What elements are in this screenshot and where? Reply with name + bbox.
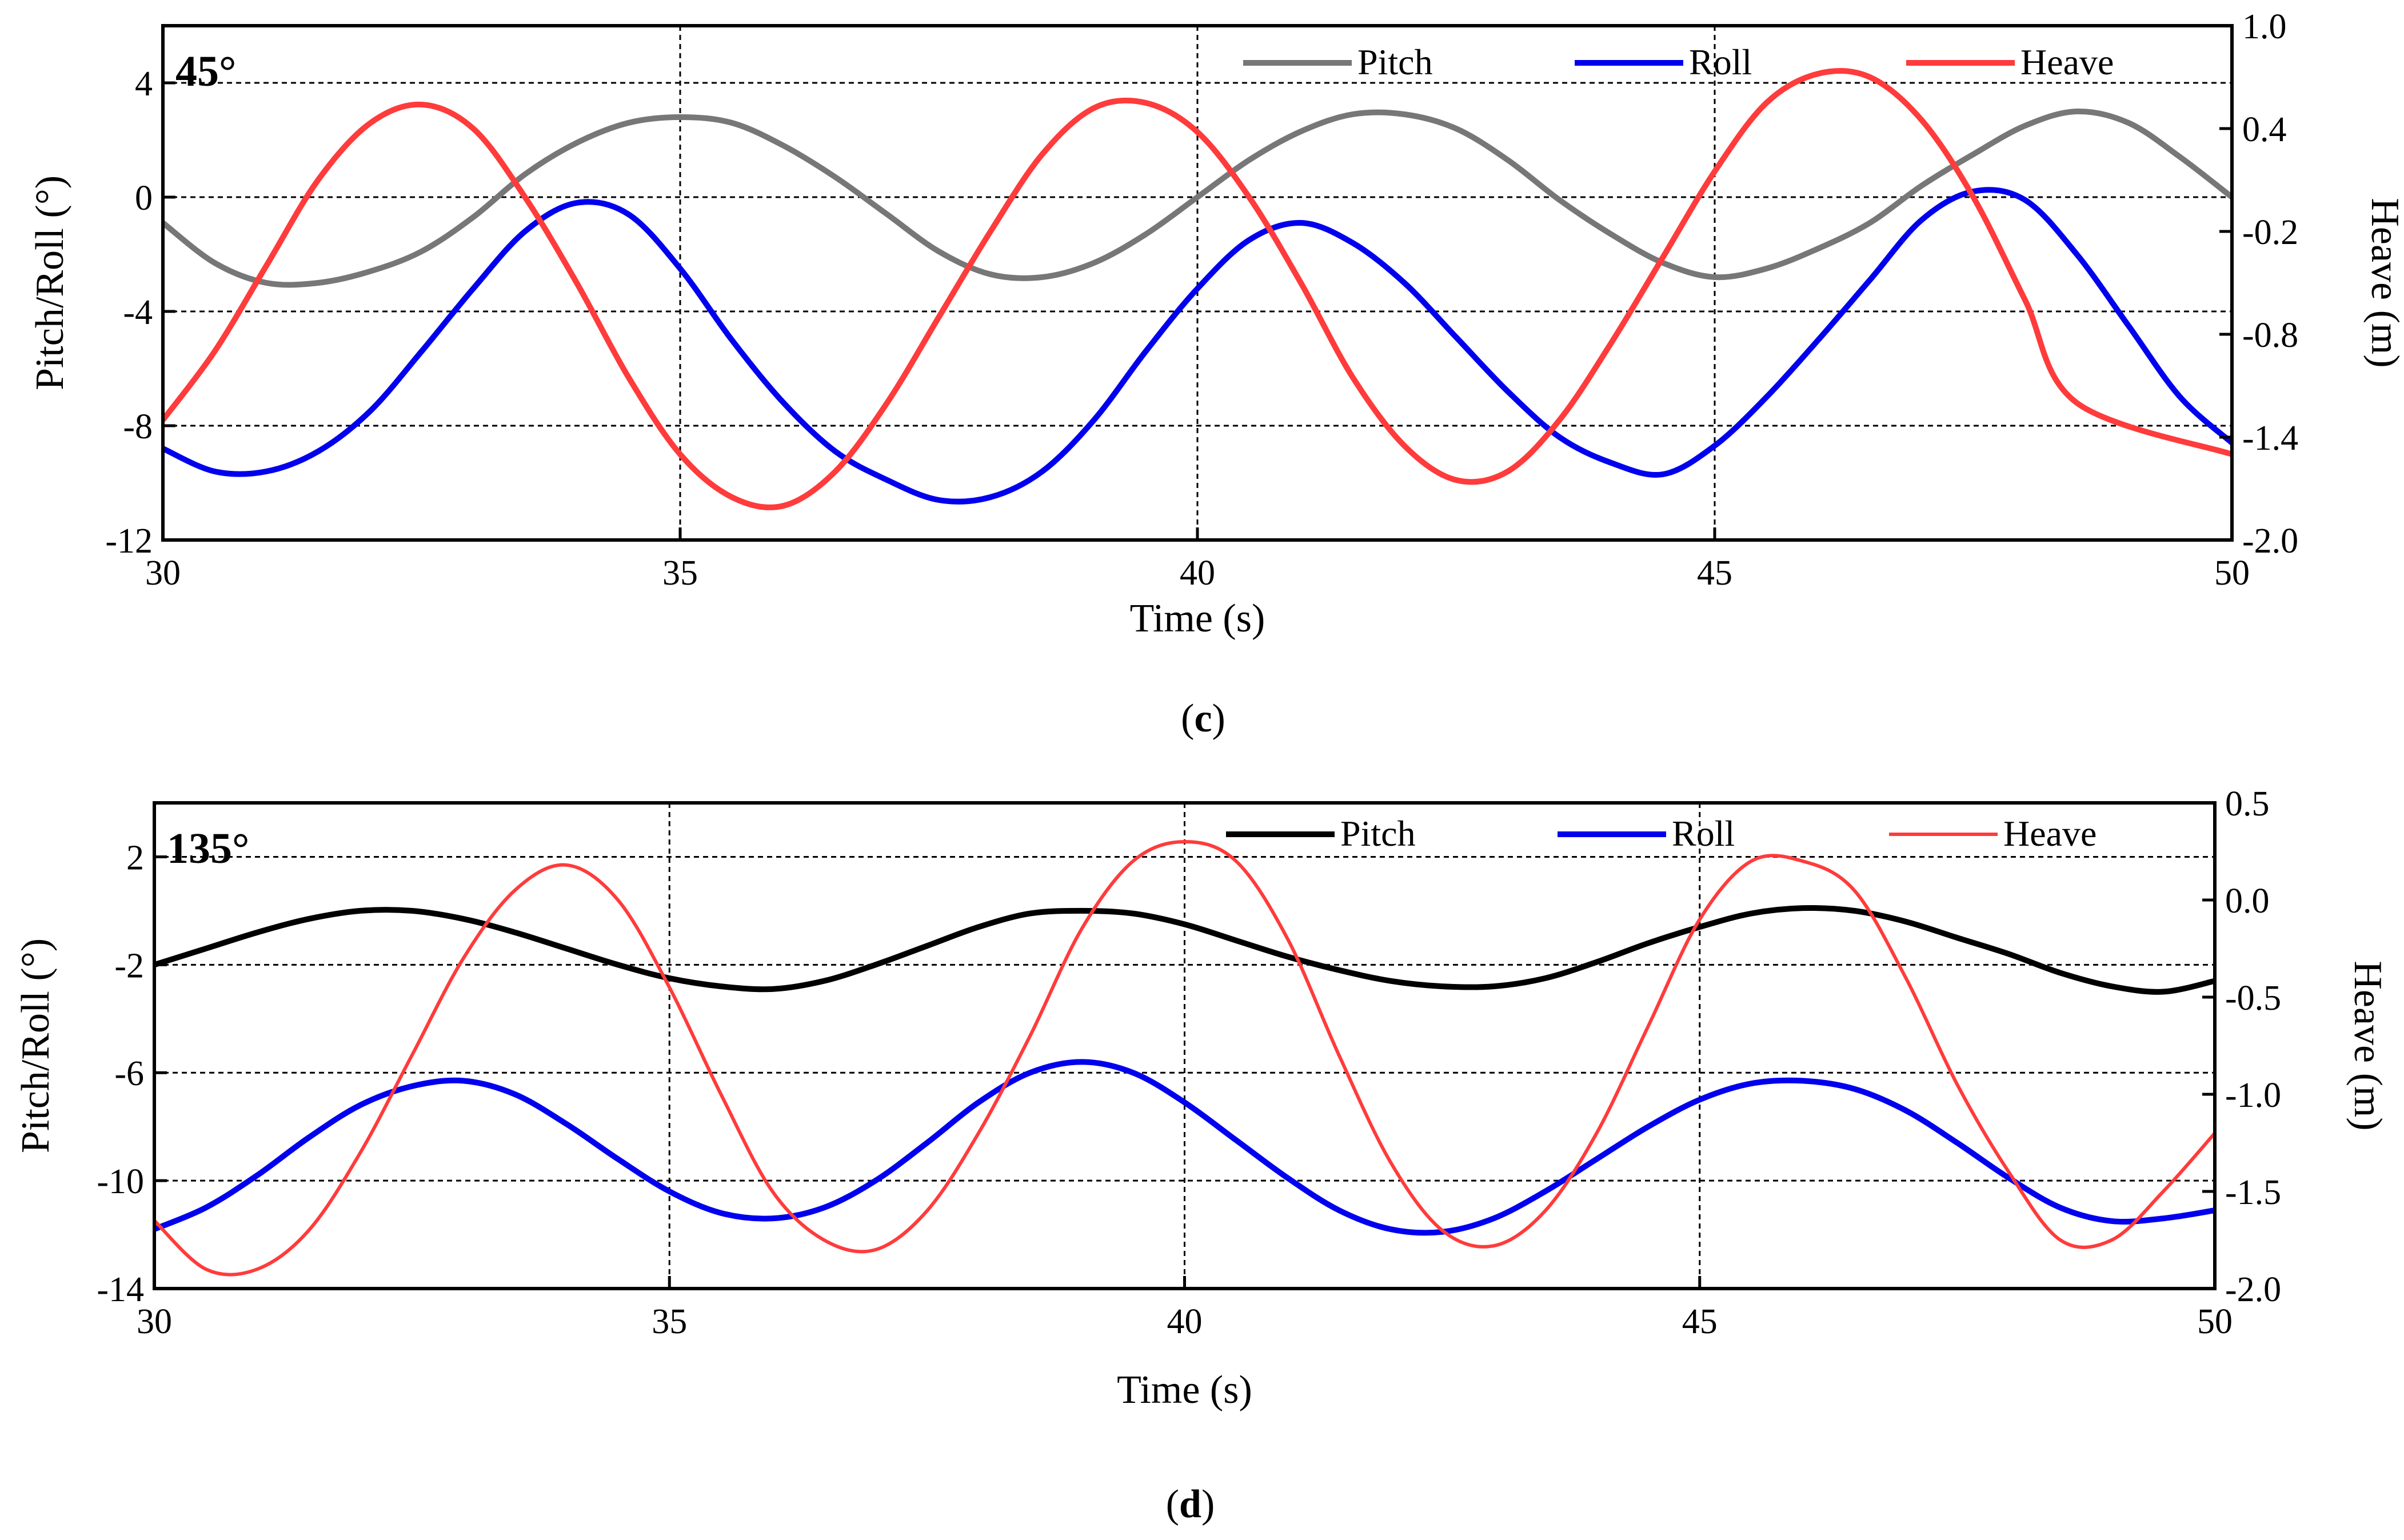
y-right-tick-label: -0.8 (2242, 316, 2298, 355)
y-left-tick-label: 2 (126, 838, 144, 877)
y-right-tick-label: 0.0 (2225, 882, 2270, 921)
y-left-tick-label: -4 (123, 293, 153, 332)
x-tick-label: 45 (1697, 554, 1732, 593)
x-tick-label: 45 (1682, 1302, 1718, 1341)
y-right-tick-label: -1.0 (2225, 1076, 2281, 1115)
y-left-tick-label: 0 (135, 179, 153, 218)
y-right-axis-label: Heave (m) (2346, 961, 2390, 1130)
x-axis-label: Time (s) (1117, 1368, 1252, 1412)
y-left-tick-label: -10 (97, 1162, 144, 1201)
panel-title: 135° (167, 825, 249, 873)
chart-panel-d: 30 35 40 45 50 -14 -10 -6 -2 2 -2.0 -1.5 -1.0 -0.5 0.0… (14, 785, 2390, 1526)
y-left-tick-label: -12 (105, 522, 153, 561)
y-right-tick-label: -2.0 (2225, 1270, 2281, 1309)
series-line-heave (163, 67, 2232, 510)
series-line-roll (163, 187, 2232, 505)
legend: Pitch Roll Heave (1243, 42, 2114, 82)
panel-title: 45° (175, 47, 236, 95)
y-left-tick-label: -14 (97, 1270, 144, 1309)
x-tick-label: 35 (652, 1302, 687, 1341)
panel-caption: (d) (1166, 1482, 1215, 1526)
x-tick-label: 40 (1167, 1302, 1203, 1341)
x-tick-label: 40 (1180, 554, 1215, 593)
y-right-axis-label: Heave (m) (2363, 198, 2404, 367)
y-right-tick-label: -1.5 (2225, 1173, 2281, 1212)
chart-panel-c: 30 35 40 45 50 -12 -8 -4 0 4 -2.0 -1.4 -0.8 -0.2 0.4 1.… (28, 7, 2404, 741)
series-line-heave (154, 840, 2215, 1277)
x-tick-label: 30 (145, 554, 181, 593)
x-tick-label: 30 (137, 1302, 172, 1341)
y-right-tick-label: 0.5 (2225, 785, 2270, 823)
y-right-tick-label: 1.0 (2242, 7, 2287, 46)
legend-label-pitch: Pitch (1357, 42, 1433, 82)
legend-label-heave: Heave (2020, 42, 2114, 82)
y-right-tick-label: -2.0 (2242, 522, 2298, 561)
legend: Pitch Roll Heave (1226, 813, 2096, 854)
y-left-tick-label: -8 (123, 407, 153, 446)
x-tick-label: 50 (2197, 1302, 2233, 1341)
y-right-tick-label: 0.4 (2242, 110, 2287, 149)
legend-label-heave: Heave (2003, 813, 2096, 854)
series-line-roll (154, 1059, 2215, 1236)
y-left-axis-label: Pitch/Roll (°) (28, 175, 72, 390)
legend-label-roll: Roll (1672, 813, 1735, 854)
y-right-tick-label: -1.4 (2242, 419, 2298, 458)
y-left-tick-label: -2 (114, 946, 144, 985)
x-axis-label: Time (s) (1130, 597, 1265, 641)
x-tick-label: 35 (662, 554, 698, 593)
x-tick-label: 50 (2214, 554, 2250, 593)
panel-caption: (c) (1181, 697, 1225, 741)
y-left-axis-label: Pitch/Roll (°) (14, 938, 58, 1153)
y-right-tick-label: -0.2 (2242, 213, 2298, 252)
legend-label-pitch: Pitch (1340, 813, 1416, 854)
y-left-tick-label: 4 (135, 65, 153, 103)
y-right-tick-label: -0.5 (2225, 979, 2281, 1018)
y-left-tick-label: -6 (114, 1054, 144, 1093)
legend-label-roll: Roll (1689, 42, 1752, 82)
